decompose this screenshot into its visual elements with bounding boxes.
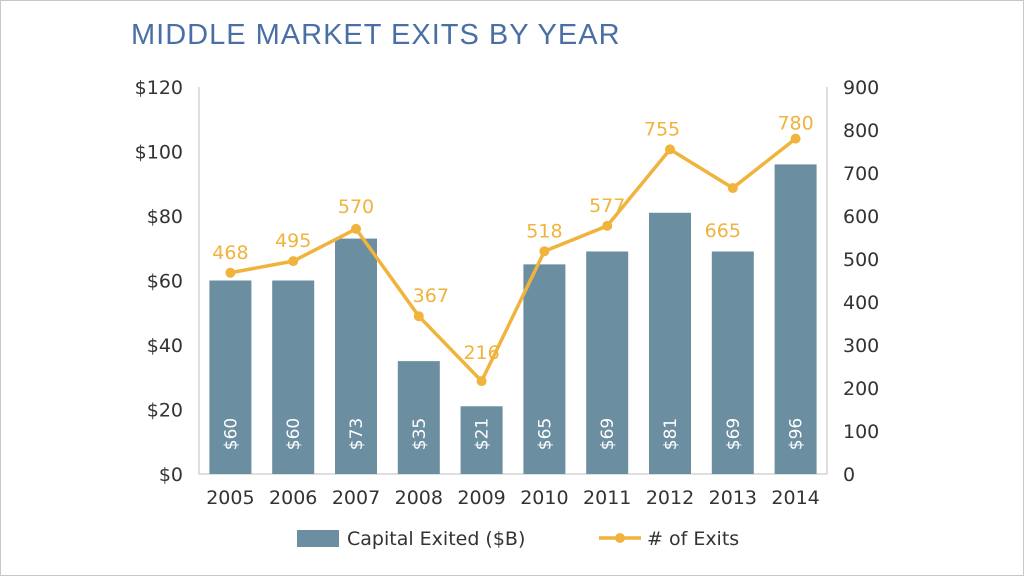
x-tick-label: 2014: [771, 487, 819, 509]
y-right-tick-label: 800: [843, 120, 879, 142]
legend-bar-label: Capital Exited ($B): [347, 528, 525, 550]
bar: [711, 251, 754, 474]
x-tick-label: 2006: [269, 487, 317, 509]
legend-line-marker: [615, 533, 625, 543]
y-left-tick-label: $120: [135, 77, 183, 99]
y-right-tick-label: 0: [843, 464, 855, 486]
bar: [335, 238, 377, 474]
y-left-tick-label: $0: [159, 464, 183, 486]
bar-data-label: $73: [347, 418, 367, 450]
bar: [209, 280, 252, 474]
exits-data-label: 216: [463, 342, 499, 364]
exits-point: [727, 183, 738, 194]
exits-data-label: 577: [589, 195, 625, 217]
y-left-tick-label: $40: [147, 335, 183, 357]
y-right-tick-label: 900: [843, 77, 879, 99]
chart-title: MIDDLE MARKET EXITS BY YEAR: [131, 19, 621, 51]
x-tick-label: 2012: [646, 487, 694, 509]
y-left-tick-label: $60: [147, 271, 183, 293]
bar-data-label: $69: [724, 418, 744, 450]
bar: [774, 164, 817, 474]
bar-data-label: $60: [221, 418, 241, 450]
bar-data-label: $81: [661, 418, 681, 450]
bar: [460, 406, 503, 474]
legend-line-label: # of Exits: [647, 528, 739, 550]
y-right-tick-label: 500: [843, 249, 879, 271]
exits-point: [413, 311, 424, 322]
y-left-tick-label: $20: [147, 400, 183, 422]
y-right-tick-label: 600: [843, 206, 879, 228]
y-left-tick-label: $100: [135, 142, 183, 164]
exits-point: [539, 246, 550, 257]
exits-data-label: 570: [338, 196, 374, 218]
y-right-tick-label: 400: [843, 292, 879, 314]
exits-data-label: 468: [212, 242, 248, 264]
bar-data-label: $60: [284, 418, 304, 450]
bar-data-label: $21: [473, 418, 493, 450]
x-tick-label: 2008: [395, 487, 443, 509]
x-tick-label: 2011: [583, 487, 631, 509]
exits-data-label: 755: [644, 118, 680, 140]
exits-point: [476, 376, 487, 387]
x-tick-label: 2009: [457, 487, 505, 509]
y-right-tick-label: 200: [843, 378, 879, 400]
x-tick-label: 2013: [709, 487, 757, 509]
bar: [586, 251, 629, 474]
bar-data-label: $65: [535, 418, 555, 450]
exits-point: [602, 220, 613, 231]
x-tick-label: 2010: [520, 487, 568, 509]
exits-point: [288, 256, 299, 267]
y-right-tick-label: 300: [843, 335, 879, 357]
x-tick-label: 2007: [332, 487, 380, 509]
y-right-tick-label: 700: [843, 163, 879, 185]
x-tick-label: 2005: [206, 487, 254, 509]
exits-line: [230, 137, 797, 383]
exits-data-label: 780: [777, 113, 813, 135]
exits-point: [665, 144, 675, 155]
exits-data-label: 518: [526, 220, 562, 242]
exits-data-label: 665: [705, 220, 741, 242]
bar-data-label: $69: [598, 418, 618, 450]
bar: [649, 212, 691, 474]
exits-point: [790, 133, 801, 144]
exits-data-label: 495: [275, 230, 311, 252]
y-left-tick-label: $80: [147, 206, 183, 228]
exits-data-label: 367: [413, 285, 449, 307]
bar-data-label: $96: [787, 418, 807, 450]
exits-point: [225, 267, 236, 278]
exits-point: [351, 223, 361, 234]
bar-data-label: $35: [410, 418, 430, 450]
legend-bar-swatch: [297, 530, 339, 547]
bar: [272, 280, 315, 474]
bar: [523, 264, 566, 474]
bar: [397, 361, 440, 474]
y-right-tick-label: 100: [843, 421, 879, 443]
